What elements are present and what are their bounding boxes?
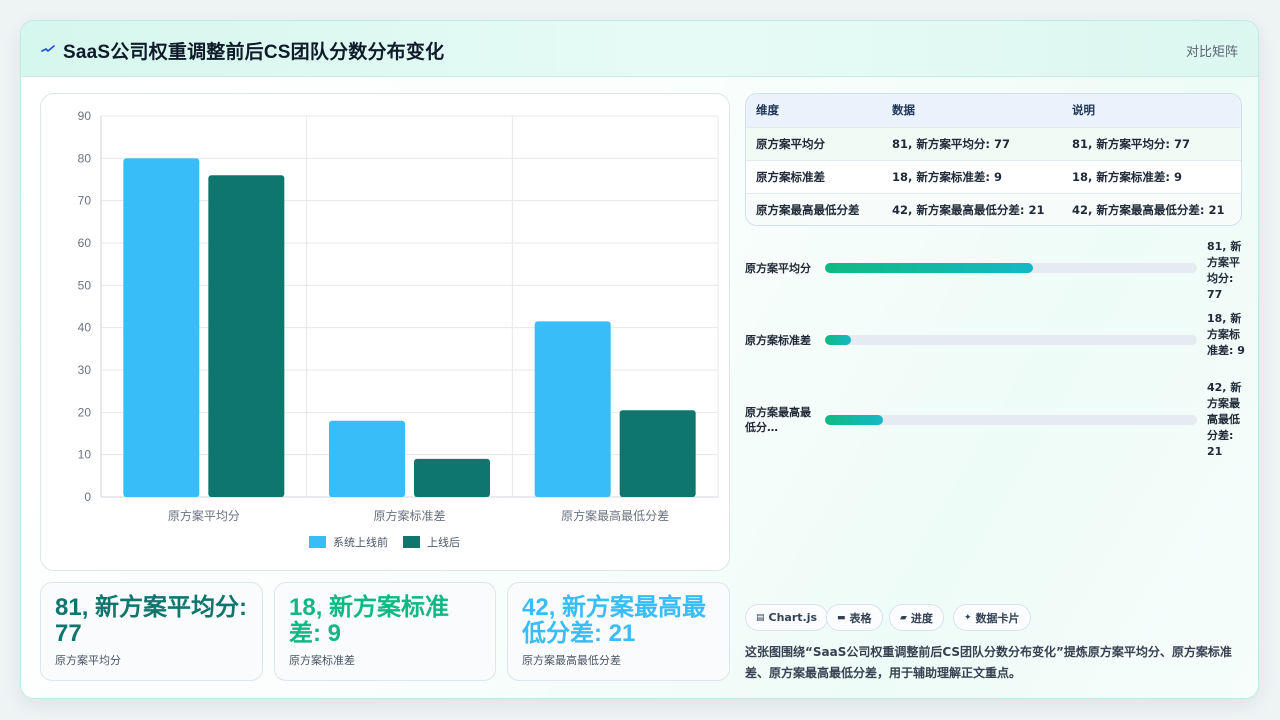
kpi-card: 81, 新方案平均分: 77 原方案平均分 (40, 582, 263, 681)
page-subtitle: 对比矩阵 (1185, 45, 1238, 60)
table-cell: 81, 新方案平均分: 77 (1062, 126, 1241, 160)
y-tick-label: 10 (78, 448, 92, 462)
chip-label: Chart.js (768, 611, 818, 624)
bar (123, 158, 200, 497)
x-tick-label: 原方案最高最低分差 (561, 508, 669, 523)
kpi-value: 42, 新方案最高最低分差: 21 (522, 594, 707, 647)
table-row: 原方案标准差 18, 新方案标准差: 9 18, 新方案标准差: 9 (746, 159, 1241, 193)
progress-value: 18, 新方案标准差: 9 (1207, 312, 1245, 357)
progress-row: 原方案平均分 81, 新方案平均分: 77 (745, 239, 1245, 301)
table-row: 原方案最高最低分差 42, 新方案最高最低分差: 21 42, 新方案最高最低分… (746, 192, 1241, 225)
table-cell: 18, 新方案标准差: 9 (1062, 159, 1241, 193)
progress-row: 原方案标准差 18, 新方案标准差: 9 (745, 311, 1245, 373)
chip-progress[interactable]: ▰ 进度 (889, 604, 944, 631)
progress-icon: ▰ (900, 612, 907, 623)
table-header-cell: 说明 (1062, 94, 1241, 127)
progress-label: 原方案最高最低分… (745, 406, 811, 434)
x-tick-label: 原方案平均分 (168, 508, 240, 523)
sparkle-icon: ✦ (964, 612, 972, 623)
bar-chart: 0 10 20 30 40 50 60 70 80 90 原方案平均分 原方案标准差 原方案最高最低分差… (78, 109, 719, 549)
table-cell: 原方案最高最低分差 (746, 192, 882, 225)
y-tick-label: 60 (78, 236, 92, 250)
kpi-label: 原方案平均分 (55, 654, 121, 667)
table-cell: 42, 新方案最高最低分差: 21 (1062, 192, 1241, 225)
bar (619, 410, 696, 497)
table-header-row: 维度 数据 说明 (746, 94, 1241, 127)
progress-fill (825, 263, 1034, 273)
table-cell: 42, 新方案最高最低分差: 21 (882, 192, 1062, 225)
header: SaaS公司权重调整前后CS团队分数分布变化 对比矩阵 (21, 21, 1258, 77)
table-cell: 原方案标准差 (746, 159, 882, 193)
table-cell: 18, 新方案标准差: 9 (882, 159, 1062, 193)
chip-chartjs[interactable]: ▤ Chart.js (745, 604, 829, 631)
table-icon: ▬ (837, 612, 846, 623)
y-tick-label: 30 (78, 363, 92, 377)
progress-value: 42, 新方案最高最低分差: 21 (1207, 381, 1242, 458)
data-table: 维度 数据 说明 原方案平均分 81, 新方案平均分: 77 81, 新方案平均… (745, 93, 1242, 226)
description-text: 这张图围绕“SaaS公司权重调整前后CS团队分数分布变化”提炼原方案平均分、原方… (745, 645, 1232, 680)
table-header-cell: 维度 (746, 94, 882, 127)
bar (414, 458, 490, 497)
chip-label: 进度 (910, 611, 933, 625)
legend-label: 上线后 (427, 535, 460, 549)
kpi-value: 18, 新方案标准差: 9 (289, 594, 450, 647)
progress-track (825, 415, 1197, 425)
kpi-label: 原方案最高最低分差 (522, 654, 621, 667)
legend-swatch (403, 536, 420, 548)
pulse-icon (41, 45, 55, 52)
bar-chart-panel: 0 10 20 30 40 50 60 70 80 90 原方案平均分 原方案标准差 原方案最高最低分差… (40, 93, 730, 571)
progress-fill (825, 415, 883, 425)
y-tick-label: 50 (78, 278, 92, 292)
legend-swatch (309, 536, 326, 548)
y-tick-label: 20 (78, 405, 92, 419)
progress-label: 原方案平均分 (745, 262, 811, 275)
progress-row: 原方案最高最低分… 42, 新方案最高最低分差: 21 (745, 381, 1245, 463)
chip-data-card[interactable]: ✦ 数据卡片 (953, 604, 1031, 631)
table-cell: 81, 新方案平均分: 77 (882, 126, 1062, 160)
kpi-label: 原方案标准差 (289, 654, 355, 667)
legend-label: 系统上线前 (333, 535, 388, 549)
progress-track (825, 263, 1197, 273)
y-tick-label: 80 (78, 151, 92, 165)
progress-label: 原方案标准差 (745, 334, 811, 347)
bar (208, 175, 285, 497)
page-title: SaaS公司权重调整前后CS团队分数分布变化 (63, 42, 445, 63)
progress-value: 81, 新方案平均分: 77 (1207, 240, 1242, 301)
kpi-card: 18, 新方案标准差: 9 原方案标准差 (274, 582, 496, 681)
chip-label: 表格 (849, 611, 872, 625)
chart-icon: ▤ (756, 612, 765, 623)
kpi-value: 81, 新方案平均分: 77 (55, 594, 248, 647)
table-header-cell: 数据 (882, 94, 1062, 127)
y-tick-label: 0 (84, 490, 91, 504)
progress-track (825, 335, 1197, 345)
y-tick-label: 70 (78, 194, 92, 208)
y-tick-label: 40 (78, 321, 92, 335)
table-row: 原方案平均分 81, 新方案平均分: 77 81, 新方案平均分: 77 (746, 126, 1241, 160)
chip-label: 数据卡片 (975, 611, 1020, 625)
kpi-card: 42, 新方案最高最低分差: 21 原方案最高最低分差 (507, 582, 730, 681)
dashboard-frame: SaaS公司权重调整前后CS团队分数分布变化 对比矩阵 0 10 20 30 40 50 6… (20, 20, 1259, 699)
bar (534, 321, 611, 497)
x-tick-label: 原方案标准差 (373, 508, 445, 523)
y-tick-label: 90 (78, 109, 92, 123)
bar (329, 420, 405, 497)
chip-table[interactable]: ▬ 表格 (826, 604, 883, 631)
table-cell: 原方案平均分 (746, 126, 882, 160)
progress-fill (825, 335, 852, 345)
